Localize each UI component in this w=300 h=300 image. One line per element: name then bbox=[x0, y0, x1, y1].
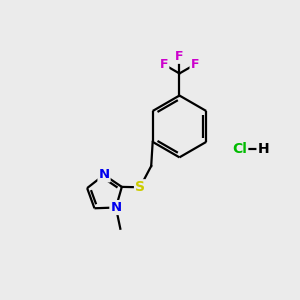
Text: F: F bbox=[175, 50, 184, 63]
Text: N: N bbox=[110, 201, 122, 214]
Text: F: F bbox=[190, 58, 199, 71]
Text: Cl: Cl bbox=[232, 142, 247, 155]
Text: N: N bbox=[98, 168, 110, 182]
Text: F: F bbox=[160, 58, 168, 71]
Text: S: S bbox=[135, 180, 145, 194]
Text: H: H bbox=[257, 142, 269, 155]
